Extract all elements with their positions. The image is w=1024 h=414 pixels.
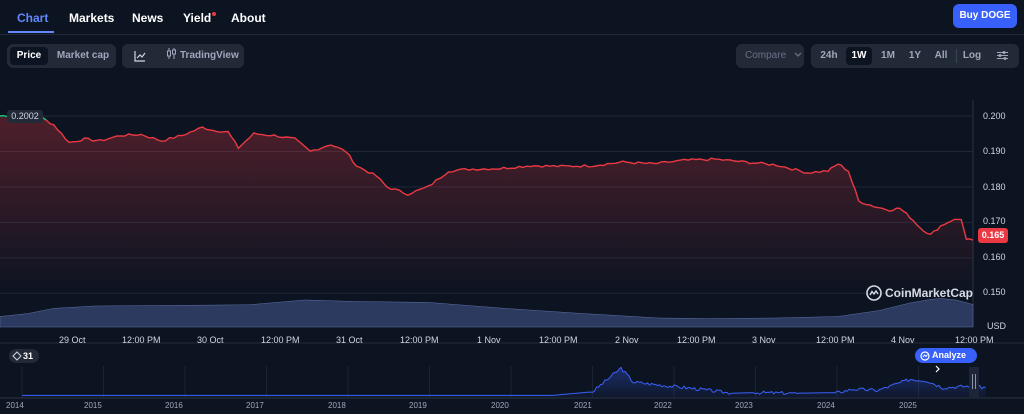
x-tick-label: 12:00 PM — [261, 335, 300, 345]
x-tick-label: 3 Nov — [752, 335, 776, 345]
year-label: 2023 — [735, 401, 753, 410]
navigator-line — [22, 366, 986, 396]
range-24h[interactable]: 24h — [820, 50, 838, 61]
toolbar-divider — [956, 49, 957, 63]
y-tick-label: 0.200 — [983, 111, 1006, 121]
log-scale-toggle[interactable]: Log — [962, 50, 982, 61]
analyze-icon — [920, 351, 930, 361]
range-all[interactable]: All — [934, 50, 948, 61]
navigator-grid — [21, 366, 919, 398]
tab-chart[interactable]: Chart — [17, 11, 49, 25]
active-tab-indicator — [8, 31, 54, 33]
year-label: 2014 — [6, 401, 24, 410]
x-tick-label: 12:00 PM — [122, 335, 161, 345]
sliders-icon — [996, 51, 1008, 60]
chevron-right-icon — [935, 365, 940, 373]
navigator-area — [22, 367, 986, 397]
x-tick-label: 2 Nov — [615, 335, 639, 345]
range-1m[interactable]: 1M — [881, 50, 895, 61]
range-1y[interactable]: 1Y — [908, 50, 922, 61]
candlestick-icon — [167, 48, 176, 59]
range-1w[interactable]: 1W — [846, 47, 872, 65]
year-label: 2021 — [574, 401, 592, 410]
tab-about[interactable]: About — [231, 11, 266, 25]
chart-settings-button[interactable] — [989, 47, 1015, 65]
x-tick-label: 29 Oct — [59, 335, 86, 345]
year-label: 2015 — [84, 401, 102, 410]
x-tick-label: 30 Oct — [197, 335, 224, 345]
volume-area — [0, 298, 974, 328]
y-tick-label: 0.150 — [983, 287, 1006, 297]
grip-icon — [972, 374, 976, 389]
x-tick-label: 1 Nov — [477, 335, 501, 345]
price-option[interactable]: Price — [10, 47, 48, 65]
line-chart-option[interactable] — [125, 47, 155, 65]
range-days-pill[interactable]: 31 — [9, 349, 39, 363]
y-tick-label: 0.180 — [983, 182, 1006, 192]
y-unit-label: USD — [987, 321, 1007, 331]
compare-dropdown[interactable]: Compare — [736, 44, 804, 68]
y-tick-label: 0.160 — [983, 252, 1006, 262]
time-range-toggle: 24h 1W 1M 1Y All Log — [811, 44, 1019, 68]
compare-label: Compare — [745, 50, 787, 61]
chart-style-toggle: TradingView — [122, 44, 244, 68]
line-chart-icon — [134, 51, 146, 62]
x-tick-label: 31 Oct — [336, 335, 363, 345]
start-price-badge: 0.2002 — [7, 110, 43, 123]
year-label: 2019 — [409, 401, 427, 410]
watermark-text: CoinMarketCap — [885, 286, 974, 300]
year-label: 2024 — [817, 401, 835, 410]
tab-news[interactable]: News — [132, 11, 164, 25]
year-label: 2022 — [654, 401, 672, 410]
market-cap-option[interactable]: Market cap — [56, 50, 110, 61]
year-label: 2020 — [491, 401, 509, 410]
tab-markets[interactable]: Markets — [69, 11, 115, 25]
tab-bar: Chart Markets News Yield About — [0, 0, 1024, 35]
price-area-fill — [0, 114, 973, 291]
buy-button[interactable]: Buy DOGE — [953, 4, 1017, 28]
x-tick-label: 12:00 PM — [539, 335, 578, 345]
tradingview-label: TradingView — [180, 50, 239, 61]
chart-type-toggle: Price Market cap — [7, 44, 116, 68]
y-tick-label: 0.190 — [983, 146, 1006, 156]
tradingview-option[interactable]: TradingView — [160, 47, 242, 65]
year-label: 2018 — [328, 401, 346, 410]
tab-yield[interactable]: Yield — [183, 11, 217, 25]
new-dot-icon — [212, 12, 217, 16]
current-price-badge: 0.165 — [978, 228, 1008, 243]
navigator-handle[interactable] — [969, 367, 979, 397]
chart-grid — [0, 100, 974, 327]
analyze-button[interactable]: Analyze — [915, 348, 977, 373]
x-tick-label: 12:00 PM — [400, 335, 439, 345]
x-tick-label: 12:00 PM — [955, 335, 994, 345]
coinmarketcap-logo-icon — [866, 285, 882, 301]
y-tick-label: 0.170 — [983, 216, 1006, 226]
x-tick-label: 4 Nov — [891, 335, 915, 345]
year-label: 2016 — [165, 401, 183, 410]
price-line — [45, 119, 974, 241]
year-label: 2017 — [246, 401, 264, 410]
coinmarketcap-watermark: CoinMarketCap — [866, 285, 973, 301]
year-label: 2025 — [899, 401, 917, 410]
time-range-icon — [12, 351, 22, 361]
chevron-down-icon — [794, 52, 802, 57]
x-tick-label: 12:00 PM — [816, 335, 855, 345]
tab-yield-label: Yield — [183, 11, 212, 25]
x-tick-label: 12:00 PM — [677, 335, 716, 345]
range-days-label: 31 — [23, 351, 34, 361]
analyze-label: Analyze — [932, 350, 967, 360]
